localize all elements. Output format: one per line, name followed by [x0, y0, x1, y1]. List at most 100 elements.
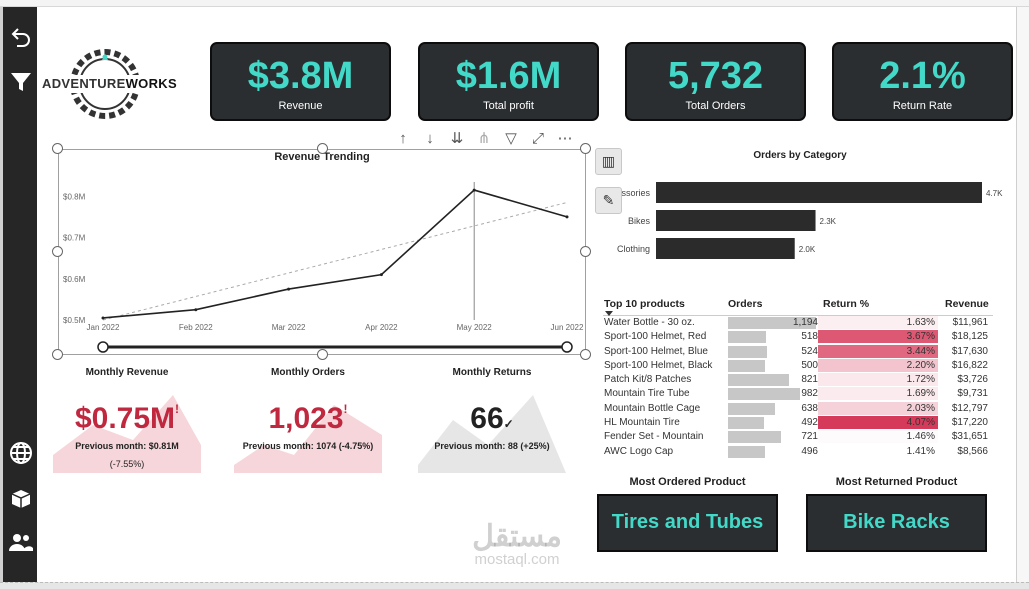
table-row[interactable]: Water Bottle - 30 oz. 1,194 1.63% $11,961	[603, 316, 993, 330]
card-previous: Previous month: 88 (+25%)	[434, 441, 550, 451]
expand-all-icon[interactable]: ⇊	[450, 130, 464, 147]
range-slider-handle-left[interactable]	[97, 341, 109, 353]
table-row[interactable]: Sport-100 Helmet, Red 518 3.67% $18,125	[603, 330, 993, 344]
kpi-revenue[interactable]: $3.8M Revenue	[210, 42, 391, 121]
data-point[interactable]	[287, 287, 291, 291]
resize-handle[interactable]	[580, 246, 591, 257]
return-value: 4.07%	[818, 416, 938, 430]
data-point[interactable]	[194, 308, 198, 312]
resize-handle[interactable]	[580, 143, 591, 154]
kpi-value: 2.1%	[879, 55, 966, 97]
table-row[interactable]: Mountain Tire Tube 982 1.69% $9,731	[603, 387, 993, 401]
orders-bar	[728, 317, 816, 329]
product-name: Sport-100 Helmet, Black	[604, 359, 713, 371]
orders-value: 982	[801, 388, 818, 400]
users-icon[interactable]	[8, 529, 34, 555]
card-value: 66✓	[470, 402, 514, 435]
orders-value: 500	[801, 359, 818, 371]
product-name: HL Mountain Tire	[604, 417, 680, 429]
kpi-label: Return Rate	[892, 100, 953, 112]
box-icon[interactable]	[8, 485, 34, 511]
table-row[interactable]: HL Mountain Tire 492 4.07% $17,220	[603, 416, 993, 430]
orders-bar	[728, 374, 789, 387]
category-label: Bikes	[628, 216, 651, 226]
sort-desc-icon[interactable]	[605, 311, 613, 316]
kpi-total-profit[interactable]: $1.6M Total profit	[418, 42, 599, 121]
chart-type-icon[interactable]: ▥	[595, 148, 622, 175]
revenue-series-line[interactable]	[102, 189, 568, 319]
table-row[interactable]: Sport-100 Helmet, Black 500 2.20% $16,822	[603, 358, 993, 373]
revenue-value: $16,822	[951, 359, 988, 371]
monthly-returns-card[interactable]: Monthly Returns 66✓ Previous month: 88 (…	[418, 365, 566, 473]
resize-handle[interactable]	[52, 143, 63, 154]
return-value: 1.46%	[818, 430, 938, 444]
drill-up-icon[interactable]: ↑	[399, 129, 407, 147]
card-title: Monthly Returns	[452, 367, 532, 378]
category-bar[interactable]	[656, 238, 795, 259]
revenue-value: $17,220	[951, 417, 988, 429]
revenue-value: $18,125	[951, 331, 988, 343]
table-row[interactable]: Patch Kit/8 Patches 821 1.72% $3,726	[603, 373, 993, 387]
revenue-value: $3,726	[957, 374, 988, 386]
table-row[interactable]: Fender Set - Mountain 721 1.46% $31,651	[603, 430, 993, 444]
header-return[interactable]: Return %	[823, 298, 870, 310]
product-name: Sport-100 Helmet, Blue	[604, 345, 708, 357]
resize-handle[interactable]	[52, 246, 63, 257]
orders-value: 1,194	[792, 317, 818, 328]
format-brush-icon[interactable]: ✎	[595, 187, 622, 214]
more-options-icon[interactable]: ⋯	[557, 130, 573, 147]
header-product[interactable]: Top 10 products	[604, 298, 685, 310]
data-point[interactable]	[101, 316, 105, 320]
return-value: 2.03%	[818, 401, 938, 415]
kpi-return-rate[interactable]: 2.1% Return Rate	[832, 42, 1013, 121]
table-row[interactable]: Sport-100 Helmet, Blue 524 3.44% $17,630	[603, 344, 993, 359]
monthly-revenue-card[interactable]: Monthly Revenue $0.75M! Previous month: …	[53, 365, 201, 473]
resize-handle[interactable]	[580, 349, 591, 360]
resize-handle[interactable]	[317, 143, 328, 154]
orders-by-category-chart[interactable]: ssories 4.7K Bikes 2.3K Clothing 2.0K	[596, 170, 1016, 260]
monthly-orders-card[interactable]: Monthly Orders 1,023! Previous month: 10…	[234, 365, 382, 473]
card-title: Monthly Orders	[271, 367, 345, 378]
header-revenue[interactable]: Revenue	[945, 298, 989, 310]
most-returned-card[interactable]: Bike Racks	[806, 494, 987, 552]
most-ordered-card[interactable]: Tires and Tubes	[597, 494, 778, 552]
category-bar[interactable]	[656, 182, 982, 203]
orders-value: 496	[801, 445, 818, 457]
orders-value: 821	[801, 374, 818, 386]
product-name: AWC Logo Cap	[604, 445, 674, 457]
table-row[interactable]: Mountain Bottle Cage 638 2.03% $12,797	[603, 401, 993, 416]
data-point[interactable]	[565, 215, 569, 219]
hierarchy-icon[interactable]: ⋔	[477, 130, 491, 147]
top10-products-table[interactable]: Top 10 products Orders Return % Revenue …	[603, 298, 993, 459]
globe-icon[interactable]	[8, 440, 34, 466]
header-orders[interactable]: Orders	[728, 298, 763, 310]
filter-visual-icon[interactable]: ▽	[505, 130, 517, 147]
back-arrow-icon[interactable]	[8, 23, 34, 49]
y-tick-label: $0.8M	[63, 192, 86, 201]
most-returned-title: Most Returned Product	[835, 476, 958, 488]
drill-down-icon[interactable]: ↓	[426, 129, 434, 147]
table-row[interactable]: AWC Logo Cap 496 1.41% $8,566	[603, 444, 993, 459]
revenue-trending-chart[interactable]: Revenue Trending $0.5M $0.6M $0.7M $0.8M Jan…	[58, 149, 586, 355]
category-bar[interactable]	[656, 210, 816, 231]
return-value: 1.41%	[818, 444, 938, 458]
x-tick-label: Mar 2022	[272, 323, 306, 332]
kpi-total-orders[interactable]: 5,732 Total Orders	[625, 42, 806, 121]
x-tick-label: May 2022	[457, 323, 493, 332]
resize-handle[interactable]	[317, 349, 328, 360]
focus-mode-icon[interactable]: ⤢	[531, 129, 544, 147]
revenue-value: $11,961	[952, 317, 988, 328]
filter-icon[interactable]	[8, 69, 34, 95]
revenue-line-svg: $0.5M $0.6M $0.7M $0.8M Jan 2022 Feb 2022 Mar …	[63, 182, 584, 353]
range-slider-handle-right[interactable]	[561, 341, 573, 353]
data-point[interactable]	[379, 273, 383, 277]
trend-line	[102, 201, 568, 321]
resize-handle[interactable]	[52, 349, 63, 360]
adventureworks-logo: ADVENTUREWORKS	[42, 46, 177, 122]
watermark-logo: مستقل mostaql.com	[472, 520, 562, 568]
card-previous: Previous month: 1074 (-4.75%)	[242, 441, 374, 451]
data-point[interactable]	[472, 188, 476, 192]
kpi-label: Revenue	[278, 100, 323, 112]
product-name: Water Bottle - 30 oz.	[604, 317, 695, 328]
kpi-value: 5,732	[667, 55, 764, 97]
